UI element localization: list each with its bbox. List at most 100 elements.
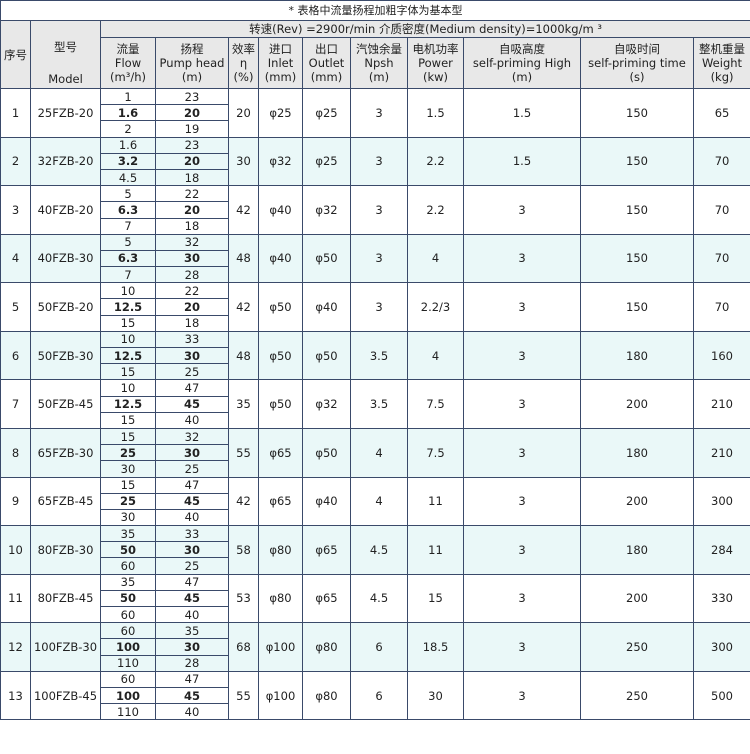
- cell-flow: 2: [100, 120, 156, 138]
- cell-sp_time: 150: [580, 136, 694, 187]
- cell-flow: 10: [100, 330, 156, 349]
- cell-power: 2.2: [407, 136, 464, 187]
- cell-npsh: 4.5: [350, 573, 408, 624]
- cell-npsh: 3: [350, 88, 408, 138]
- cell-head: 20: [155, 201, 229, 219]
- cell-head: 32: [155, 233, 229, 251]
- header-power-line: Power: [418, 56, 453, 70]
- cell-model: 80FZB-45: [30, 573, 101, 624]
- header-sp_time-line: (s): [629, 70, 645, 84]
- cell-sp_high: 3: [463, 233, 581, 284]
- cell-sp_time: 150: [580, 185, 694, 235]
- cell-head: 45: [155, 686, 229, 705]
- cell-head: 25: [155, 557, 229, 575]
- cell-head: 47: [155, 573, 229, 591]
- cell-flow: 7: [100, 266, 156, 284]
- cell-head: 18: [155, 168, 229, 187]
- cell-eff: 55: [228, 670, 259, 721]
- table-row: 25 30: [1, 444, 750, 462]
- table-row: 4 40FZB-30 5 32 48 φ40 φ50 3 4 3 150 70: [0, 233, 750, 284]
- cell-flow: 25: [100, 444, 156, 462]
- cell-no: 5: [0, 282, 31, 332]
- header-eff-line: 效率: [232, 42, 255, 56]
- cell-head: 45: [155, 395, 229, 413]
- cell-flow: 5: [100, 185, 156, 203]
- cell-power: 7.5: [407, 427, 464, 478]
- cell-model: 65FZB-30: [30, 427, 101, 478]
- cell-model: 50FZB-45: [30, 379, 101, 429]
- header-model: 型号 Model: [30, 20, 101, 89]
- table-row: 9 65FZB-45 15 47 42 φ65 φ40 4 11 3 200 300: [0, 476, 750, 527]
- cell-sp_high: 3: [463, 525, 581, 575]
- cell-model: 40FZB-30: [30, 233, 101, 284]
- cell-head: 28: [155, 266, 229, 284]
- table-row: 6 50FZB-30 10 33 48 φ50 φ50 3.5 4 3 180 160: [0, 330, 750, 381]
- cell-sp_high: 3: [463, 427, 581, 478]
- cell-sp_time: 200: [580, 476, 694, 527]
- cell-head: 40: [155, 703, 229, 721]
- cell-head: 40: [155, 411, 229, 429]
- cell-flow: 15: [100, 476, 156, 494]
- table-row: 110 40: [1, 703, 750, 721]
- header-flow-line: 流量: [116, 42, 140, 56]
- cell-flow: 50: [100, 589, 156, 608]
- cell-head: 47: [155, 670, 229, 688]
- cell-sp_high: 3: [463, 670, 581, 721]
- header-head-line: Pump head: [159, 56, 225, 70]
- cell-head: 30: [155, 346, 229, 365]
- cell-outlet: φ40: [302, 282, 351, 332]
- cell-weight: 210: [692, 379, 750, 429]
- cell-weight: 70: [692, 185, 750, 235]
- cell-no: 9: [0, 476, 31, 527]
- cell-head: 40: [155, 605, 229, 624]
- cell-flow: 10: [100, 282, 156, 300]
- cell-sp_high: 1.5: [463, 88, 581, 138]
- cell-inlet: φ25: [258, 88, 303, 138]
- cell-weight: 284: [692, 525, 750, 575]
- cell-head: 33: [155, 330, 229, 349]
- cell-npsh: 3.5: [350, 330, 408, 381]
- cell-outlet: φ32: [302, 379, 351, 429]
- cell-flow: 5: [100, 233, 156, 251]
- header-head-line: (m): [181, 70, 203, 84]
- table-row: 10 80FZB-30 35 33 58 φ80 φ65 4.5 11 3 180 284: [0, 525, 750, 575]
- cell-head: 28: [155, 654, 229, 672]
- table-row: 15 18: [1, 314, 750, 332]
- cell-flow: 1.6: [100, 104, 156, 122]
- table-row: 15 25: [1, 363, 750, 381]
- cell-head: 40: [155, 508, 229, 527]
- cell-eff: 58: [228, 525, 259, 575]
- cell-flow: 12.5: [100, 346, 156, 365]
- cell-sp_time: 150: [580, 88, 694, 138]
- cell-sp_time: 200: [580, 379, 694, 429]
- cell-outlet: φ40: [302, 476, 351, 527]
- cell-sp_high: 3: [463, 379, 581, 429]
- cell-flow: 30: [100, 460, 156, 478]
- cell-power: 1.5: [407, 88, 464, 138]
- cell-head: 30: [155, 444, 229, 462]
- cell-model: 80FZB-30: [30, 525, 101, 575]
- table-row: 7 28: [1, 266, 750, 284]
- header-outlet: 出口 Outlet (mm): [302, 37, 351, 89]
- cell-no: 11: [0, 573, 31, 624]
- table-row: 12.5 45: [1, 395, 750, 413]
- cell-eff: 48: [228, 233, 259, 284]
- cell-head: 18: [155, 217, 229, 235]
- cell-inlet: φ40: [258, 185, 303, 235]
- header-sp_time-line: 自吸时间: [614, 42, 660, 56]
- cell-power: 11: [407, 476, 464, 527]
- header-weight: 整机重量 Weight (kg): [692, 37, 750, 89]
- cell-npsh: 3.5: [350, 379, 408, 429]
- table-row: 100 30: [1, 638, 750, 656]
- header-power-line: (kw): [422, 70, 449, 84]
- cell-model: 50FZB-30: [30, 330, 101, 381]
- cell-weight: 500: [692, 670, 750, 721]
- cell-flow: 15: [100, 411, 156, 429]
- cell-eff: 30: [228, 136, 259, 187]
- cell-model: 100FZB-30: [30, 622, 101, 672]
- cell-eff: 55: [228, 427, 259, 478]
- cell-sp_time: 250: [580, 670, 694, 721]
- cell-inlet: φ50: [258, 379, 303, 429]
- header-sp_high: 自吸高度 self-priming High (m): [463, 37, 581, 89]
- cell-head: 35: [155, 622, 229, 640]
